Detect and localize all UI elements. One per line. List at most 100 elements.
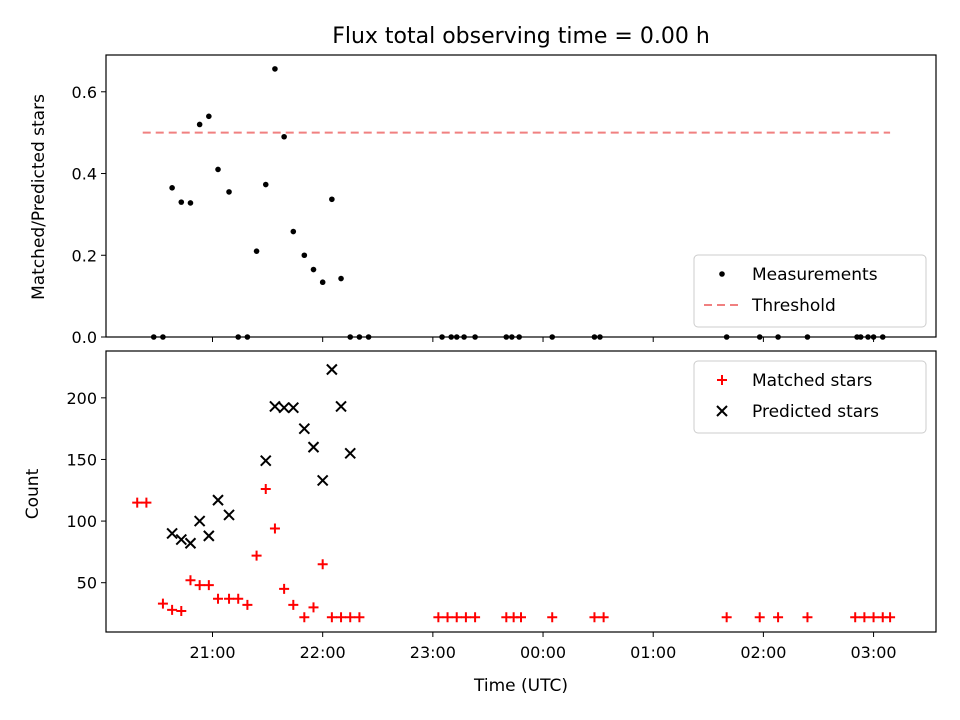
data-point xyxy=(347,334,354,340)
data-point xyxy=(516,612,526,623)
data-point xyxy=(187,200,194,206)
data-point xyxy=(503,334,510,340)
legend-box xyxy=(693,254,927,328)
chart-title: Flux total observing time = 0.00 h xyxy=(332,24,710,49)
legend-marker xyxy=(717,375,727,385)
data-point xyxy=(317,559,328,570)
data-point xyxy=(233,593,244,604)
data-point xyxy=(298,422,311,435)
data-point xyxy=(879,334,886,340)
data-point xyxy=(868,612,879,623)
data-point xyxy=(160,334,166,340)
y-tick-label: 200 xyxy=(66,389,97,408)
data-point xyxy=(316,474,329,487)
x-tick-label: 02:00 xyxy=(740,643,786,662)
data-point xyxy=(804,334,811,340)
data-point xyxy=(589,612,600,623)
x-tick-label: 22:00 xyxy=(300,643,346,662)
legend-marker xyxy=(716,405,728,417)
data-point xyxy=(203,580,214,591)
data-point xyxy=(253,248,260,254)
data-point xyxy=(509,334,515,340)
data-point xyxy=(269,400,281,413)
y-tick-label: 0.2 xyxy=(72,246,97,265)
data-point xyxy=(344,447,356,460)
data-point xyxy=(723,334,730,340)
x-tick-label: 03:00 xyxy=(851,643,897,662)
data-point xyxy=(310,266,317,273)
bottom-panel-plot-area: 21:00 22:00 23:00 00:00 01:00 02:00 03:00 50 100… xyxy=(66,350,937,662)
data-point xyxy=(175,533,187,546)
data-point xyxy=(598,612,609,623)
data-point xyxy=(591,334,598,340)
data-point xyxy=(278,401,290,414)
x-axis-label: Time (UTC) xyxy=(473,676,568,696)
data-point xyxy=(260,484,271,495)
data-point xyxy=(184,537,197,549)
data-point xyxy=(206,113,212,120)
data-point xyxy=(299,612,310,623)
data-point xyxy=(141,497,152,508)
bottom-y-axis-label: Count xyxy=(23,468,43,519)
legend-label: Measurements xyxy=(752,265,878,285)
data-point xyxy=(212,494,224,506)
y-tick-label: 100 xyxy=(66,512,97,531)
x-tick-label: 00:00 xyxy=(520,643,566,662)
data-point xyxy=(193,515,206,527)
data-point xyxy=(290,228,297,235)
data-point xyxy=(235,334,242,340)
data-point xyxy=(773,612,784,623)
data-point xyxy=(157,598,168,609)
data-point xyxy=(453,334,460,340)
data-point xyxy=(756,334,763,340)
data-point xyxy=(203,530,215,542)
data-point xyxy=(547,612,558,623)
x-tick-label: 21:00 xyxy=(189,643,235,662)
data-point xyxy=(754,612,765,623)
data-point xyxy=(169,185,175,191)
data-point xyxy=(281,133,287,140)
data-point xyxy=(272,66,278,72)
data-point xyxy=(150,334,157,340)
data-point xyxy=(262,181,269,188)
data-point xyxy=(167,604,178,615)
data-point xyxy=(365,334,372,340)
data-point xyxy=(335,400,347,413)
legend-label: Threshold xyxy=(751,296,836,316)
data-point xyxy=(442,612,453,623)
y-tick-label: 0.6 xyxy=(72,83,97,102)
data-point xyxy=(460,612,471,623)
data-point xyxy=(345,612,356,623)
top-panel-plot-area: 0.0 0.2 0.4 0.6 Measurements Threshold xyxy=(72,54,937,347)
data-point xyxy=(857,334,864,340)
data-point xyxy=(288,599,299,610)
data-point xyxy=(850,612,861,623)
data-point xyxy=(451,612,462,623)
data-point xyxy=(178,199,185,205)
legend: Matched stars Predicted stars xyxy=(693,360,927,434)
data-point xyxy=(223,509,235,521)
legend-label: Matched stars xyxy=(752,371,872,391)
data-point xyxy=(356,334,363,340)
y-tick-label: 50 xyxy=(77,574,97,593)
data-point xyxy=(176,606,187,617)
y-tick-label: 0.4 xyxy=(72,165,97,184)
top-y-axis-label: Matched/Predicted stars xyxy=(29,94,49,300)
data-point xyxy=(213,593,224,604)
data-point xyxy=(215,166,221,173)
series xyxy=(166,363,356,549)
data-point xyxy=(194,580,205,591)
data-point xyxy=(307,441,320,453)
data-point xyxy=(319,279,326,286)
data-point xyxy=(244,334,251,340)
data-point xyxy=(279,583,290,594)
data-point xyxy=(336,612,347,623)
data-point xyxy=(338,275,344,282)
x-tick-label: 01:00 xyxy=(630,643,676,662)
data-point xyxy=(166,527,178,540)
data-point xyxy=(448,334,455,340)
x-tick-label: 23:00 xyxy=(410,643,456,662)
data-point xyxy=(354,612,365,623)
legend: Measurements Threshold xyxy=(693,254,927,328)
data-point xyxy=(885,612,896,623)
